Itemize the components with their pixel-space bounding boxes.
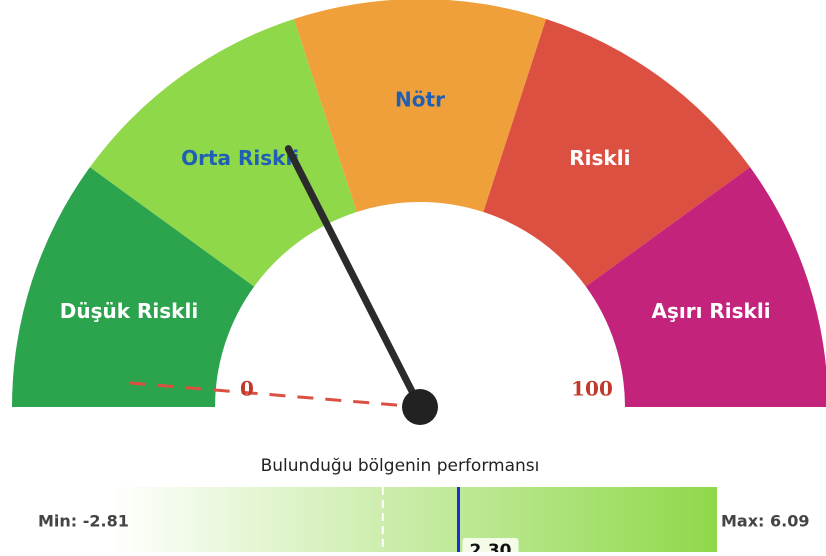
needle (284, 145, 424, 411)
gauge-band (12, 167, 255, 407)
value-label: 2.30 (470, 541, 512, 552)
needle-hub (402, 389, 438, 425)
min-label: Min: -2.81 (38, 512, 129, 531)
gauge-band (293, 0, 547, 213)
band-label: Nötr (395, 88, 445, 112)
range-max-label: 100 (571, 377, 613, 401)
band-label: Riskli (569, 146, 630, 170)
threshold-line (129, 381, 421, 409)
band-label: Düşük Riskli (60, 299, 198, 323)
performance-title: Bulunduğu bölgenin performansı (261, 456, 540, 476)
performance-bar (110, 487, 717, 552)
range-min-label: 0 (240, 377, 254, 401)
band-label: Aşırı Riskli (651, 299, 770, 323)
gauge-band (89, 18, 357, 287)
band-label: Orta Riskli (181, 146, 299, 170)
gauge-band (483, 18, 751, 287)
max-label: Max: 6.09 (721, 512, 809, 531)
gauge-band (585, 167, 826, 407)
